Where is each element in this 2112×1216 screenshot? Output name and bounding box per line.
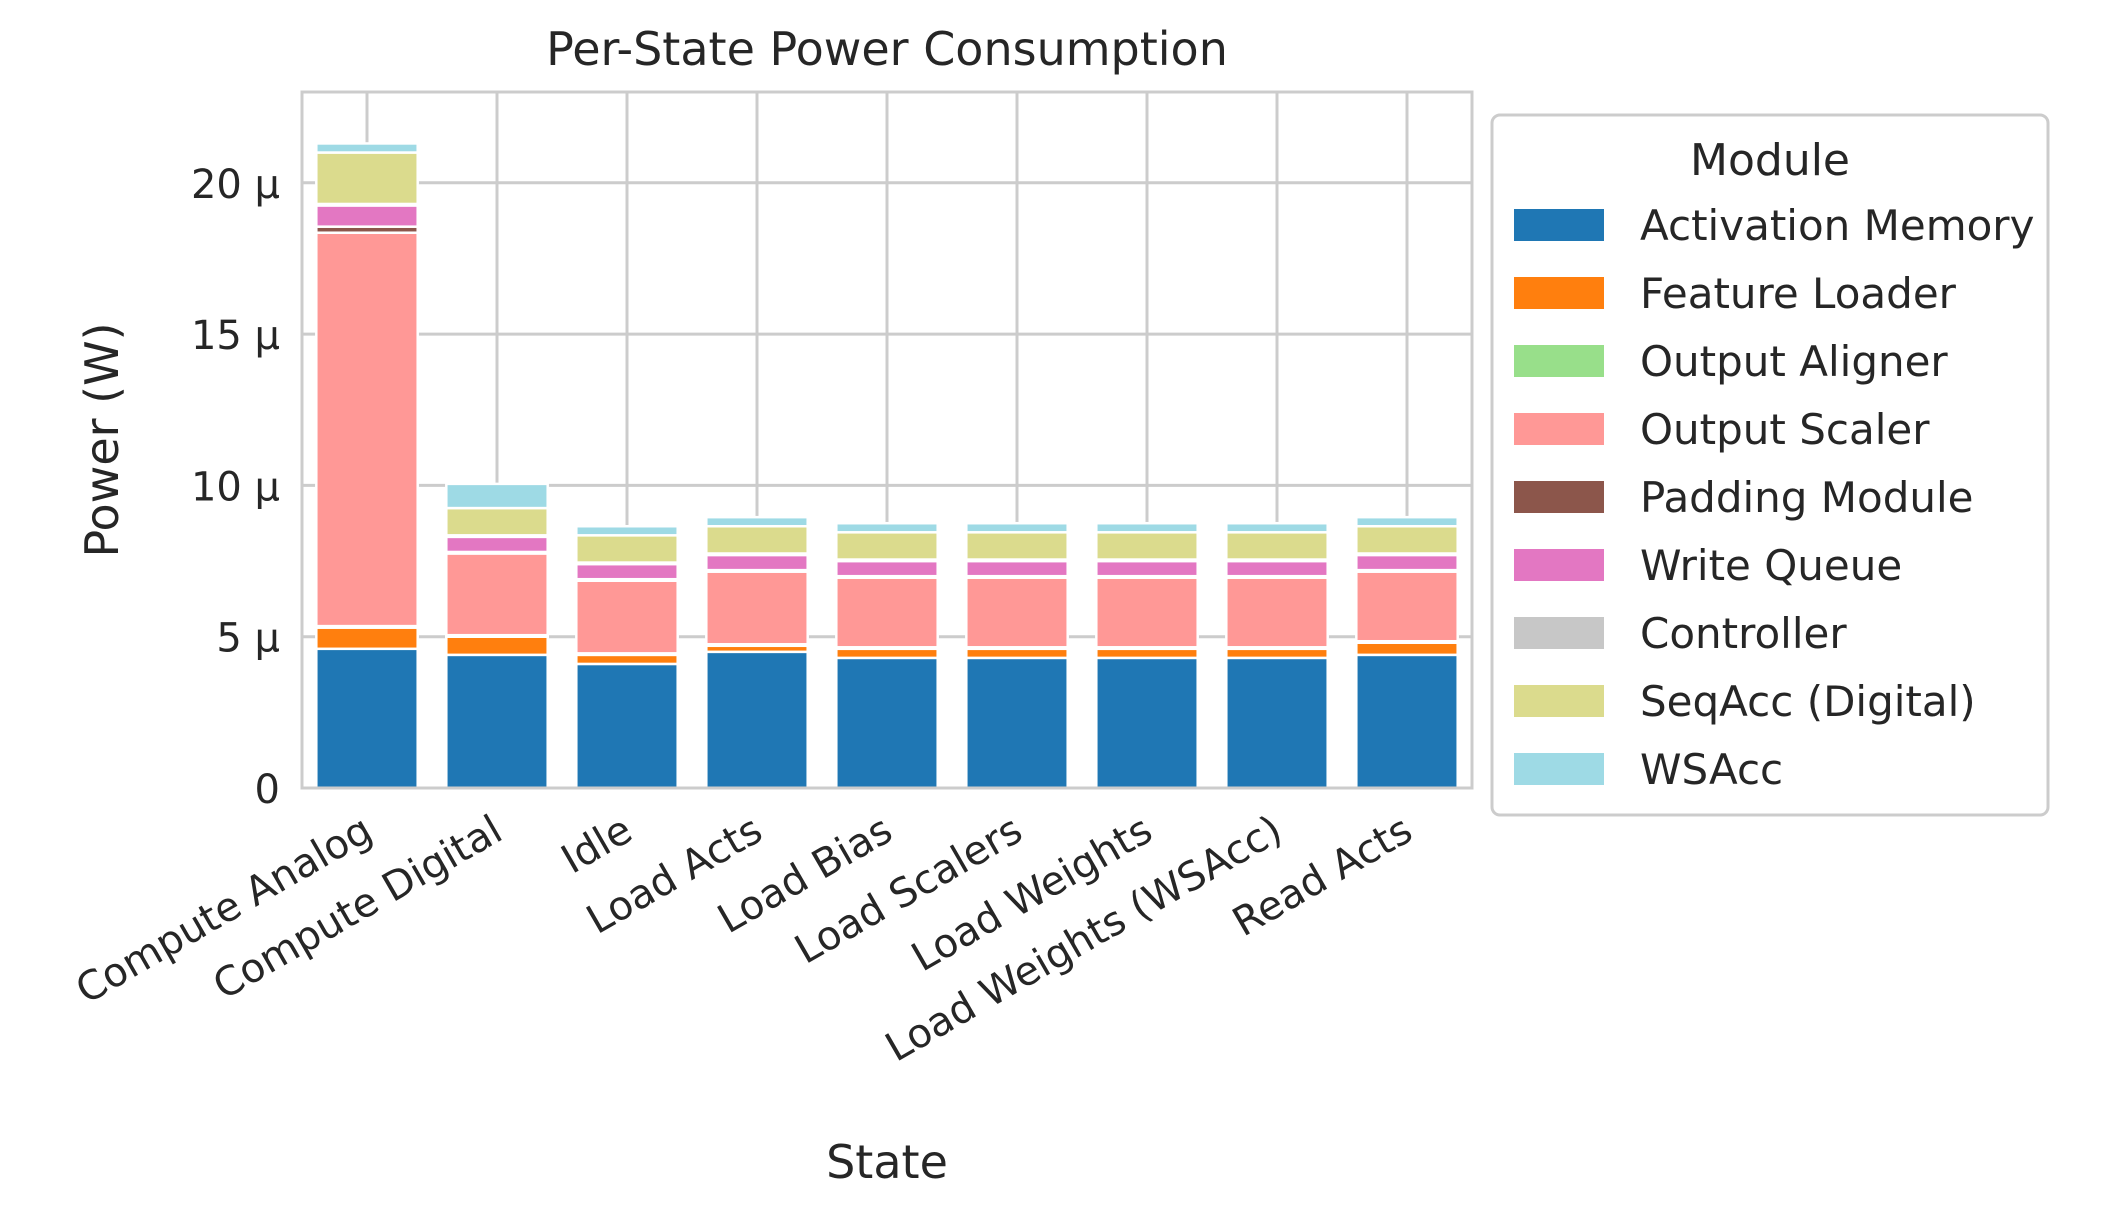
bar-segment-1-0	[445, 653, 549, 790]
legend-label-0: Activation Memory	[1640, 201, 2034, 250]
legend-box	[1490, 113, 2050, 817]
bar-segment-5-1	[965, 647, 1069, 660]
bar-segment-0-3	[315, 231, 419, 628]
bar-segment-8-3	[1355, 570, 1459, 643]
bar-segment-4-7	[835, 531, 939, 561]
y-tick-label-1: 5 μ	[216, 616, 280, 662]
legend-swatch-3	[1514, 413, 1604, 445]
legend-items: Activation Memory Feature Loader Output Al…	[1514, 201, 2034, 794]
bar-segment-6-8	[1095, 521, 1199, 534]
legend-swatch-7	[1514, 685, 1604, 717]
bar-segment-4-3	[835, 576, 939, 649]
legend-label-6: Controller	[1640, 609, 1847, 658]
bar-segment-2-1	[575, 653, 679, 666]
y-tick-label-2: 10 μ	[191, 464, 280, 510]
y-tick-label-0: 0	[255, 767, 280, 813]
bar-segment-5-3	[965, 576, 1069, 649]
legend-label-8: WSAcc	[1640, 745, 1783, 794]
bar-segment-1-7	[445, 506, 549, 537]
chart-title: Per-State Power Consumption	[546, 22, 1228, 76]
bar-segment-0-1	[315, 626, 419, 651]
bar-segment-7-8	[1225, 521, 1329, 534]
legend-swatch-5	[1514, 549, 1604, 581]
bar-segment-8-7	[1355, 524, 1459, 555]
bar-segment-3-0	[705, 650, 809, 790]
bar-segment-7-1	[1225, 647, 1329, 660]
legend-label-7: SeqAcc (Digital)	[1640, 677, 1976, 726]
bar-segment-1-5	[445, 535, 549, 554]
bar-segment-1-3	[445, 552, 549, 637]
bar-segment-7-3	[1225, 576, 1329, 649]
legend-swatch-4	[1514, 481, 1604, 513]
legend-swatch-1	[1514, 277, 1604, 309]
y-tick-label-3: 15 μ	[191, 313, 280, 359]
bar-segment-3-7	[705, 524, 809, 555]
bar-segment-4-0	[835, 656, 939, 790]
legend-swatch-2	[1514, 345, 1604, 377]
plot-frame	[300, 90, 1474, 790]
bar-segment-3-8	[705, 515, 809, 528]
bar-segment-0-7	[315, 151, 419, 206]
bar-segment-0-8	[315, 142, 419, 154]
bar-segment-3-3	[705, 570, 809, 646]
bar-segment-6-7	[1095, 531, 1199, 561]
bar-segment-2-5	[575, 562, 679, 581]
bar-segment-7-0	[1225, 656, 1329, 790]
legend-label-1: Feature Loader	[1640, 269, 1957, 318]
bar-segment-0-5	[315, 204, 419, 228]
bar-segment-5-7	[965, 531, 1069, 561]
bar-segment-5-0	[965, 656, 1069, 790]
bar-segment-1-1	[445, 635, 549, 657]
bar-segment-8-0	[1355, 653, 1459, 790]
legend: Module Activation Memory Feature Loader Ou…	[1490, 113, 2050, 817]
bar-segment-4-8	[835, 521, 939, 534]
bar-segment-6-1	[1095, 647, 1199, 660]
bar-segment-2-0	[575, 662, 679, 790]
bar-segment-0-0	[315, 647, 419, 790]
bar-segment-4-5	[835, 559, 939, 578]
legend-swatch-6	[1514, 617, 1604, 649]
y-tick-labels: 0 5 μ 10 μ 15 μ 20 μ	[191, 162, 280, 813]
y-axis-label: Power (W)	[75, 322, 129, 557]
bar-segment-1-8	[445, 482, 549, 510]
legend-label-3: Output Scaler	[1640, 405, 1930, 454]
bar-segment-8-8	[1355, 515, 1459, 528]
bar-segment-6-3	[1095, 576, 1199, 649]
bar-segment-6-5	[1095, 559, 1199, 578]
bar-segment-5-8	[965, 521, 1069, 534]
bar-segment-2-7	[575, 534, 679, 564]
x-axis-label: State	[826, 1135, 948, 1189]
bar-segment-8-5	[1355, 553, 1459, 572]
legend-label-4: Padding Module	[1640, 473, 1974, 522]
bar-segment-4-1	[835, 647, 939, 660]
bar-segment-3-5	[705, 553, 809, 572]
legend-title: Module	[1690, 135, 1850, 186]
bar-segment-2-3	[575, 579, 679, 655]
bar-segment-6-0	[1095, 656, 1199, 790]
bar-segment-2-8	[575, 524, 679, 537]
legend-swatch-0	[1514, 209, 1604, 241]
bar-segment-7-5	[1225, 559, 1329, 578]
legend-label-5: Write Queue	[1640, 541, 1902, 590]
legend-label-2: Output Aligner	[1640, 337, 1948, 386]
bars	[315, 142, 1459, 790]
bar-segment-8-1	[1355, 641, 1459, 657]
bar-segment-7-7	[1225, 531, 1329, 561]
legend-swatch-8	[1514, 753, 1604, 785]
bar-segment-5-5	[965, 559, 1069, 578]
y-tick-label-4: 20 μ	[191, 162, 280, 208]
